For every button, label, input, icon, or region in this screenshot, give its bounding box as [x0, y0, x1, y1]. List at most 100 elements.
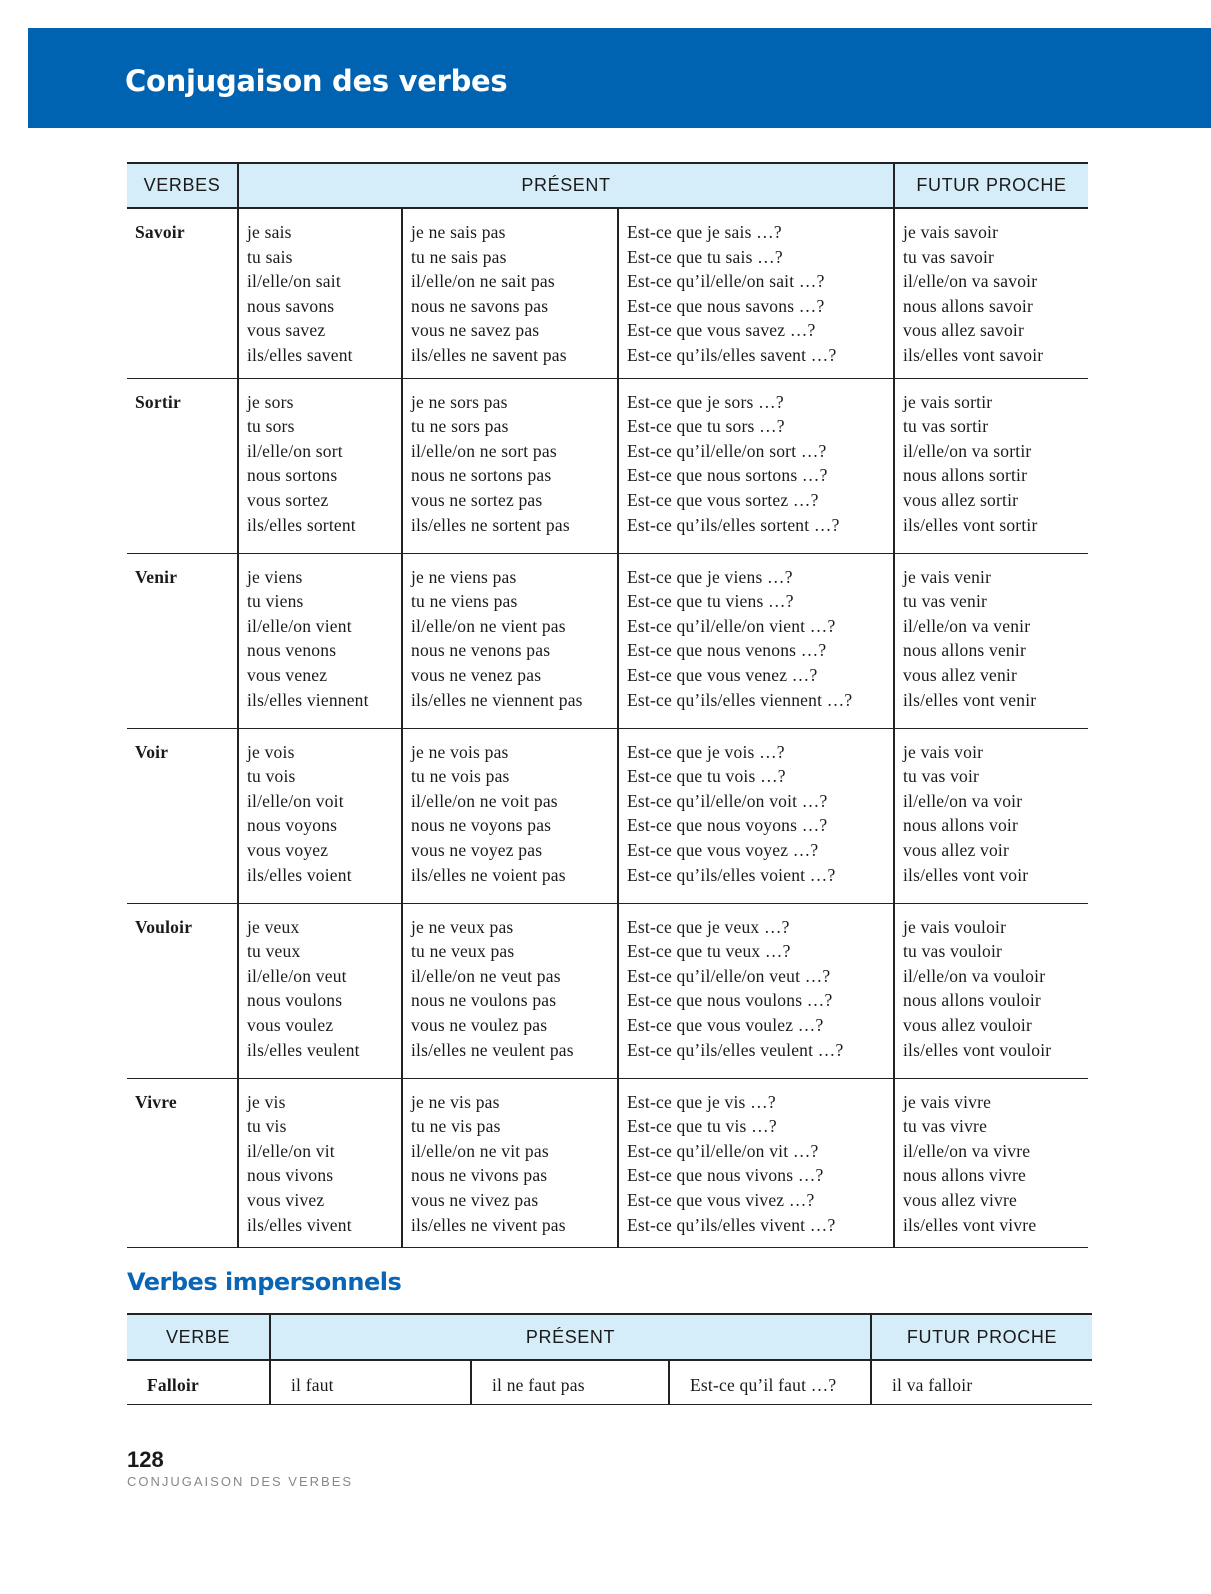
conjugation-line: tu ne viens pas [411, 591, 518, 612]
conjugation-line: il/elle/on va vivre [903, 1140, 1031, 1161]
footer-section-title: CONJUGAISON DES VERBES [127, 1474, 354, 1489]
conjugation-line: vous ne voyez pas [411, 839, 543, 860]
conjugation-line: tu ne vois pas [411, 766, 510, 787]
conjugation-line: Est-ce qu’ils/elles savent …? [627, 344, 837, 365]
conjugation-line: ils/elles viennent [247, 689, 369, 710]
table-row: Falloir il faut il ne faut pas Est-ce qu… [127, 1360, 1092, 1405]
present-question: Est-ce qu’il faut …? [668, 1360, 871, 1405]
conjugation-line: ils/elles vont sortir [903, 514, 1038, 535]
conjugation-line: Est-ce qu’ils/elles sortent …? [627, 514, 840, 535]
present-affirmative: je vois tu vois il/elle/on voit nous voyons… [237, 728, 402, 904]
conjugation-line: nous venons [247, 640, 337, 661]
conjugation-line: Est-ce que tu veux …? [627, 941, 791, 962]
conjugation-line: Est-ce qu’ils/elles voient …? [627, 864, 836, 885]
conjugation-line: Est-ce que vous savez …? [627, 320, 816, 341]
conjugation-line: nous ne savons pas [411, 295, 549, 316]
conjugation-line: je ne viens pas [411, 566, 517, 587]
present-question: Est-ce que je sais …? Est-ce que tu sais … [617, 208, 894, 379]
futur-proche: je vais sortir tu vas sortir il/elle/on va… [893, 378, 1088, 554]
conjugation-line: nous allons sortir [903, 465, 1028, 486]
conjugation-line: Est-ce que je vis …? [627, 1091, 776, 1112]
conjugation-line: ils/elles ne voient pas [411, 864, 566, 885]
present-affirmative: je sors tu sors il/elle/on sort nous sorton… [237, 378, 402, 554]
conjugation-line: Est-ce que tu vois …? [627, 766, 786, 787]
conjugation-line: Est-ce que je sais …? [627, 222, 782, 242]
conjugation-line: je vais vouloir [903, 916, 1007, 937]
conjugation-line: je ne veux pas [411, 916, 514, 937]
conjugation-line: vous sortez [247, 489, 329, 510]
conjugation-line: vous vivez [247, 1189, 325, 1210]
conjugation-line: vous voyez [247, 839, 329, 860]
conjugation-line: tu vas savoir [903, 246, 995, 267]
conjugation-line: Est-ce que vous voulez …? [627, 1014, 824, 1035]
conjugation-line: il/elle/on ne vit pas [411, 1140, 549, 1161]
conjugation-line: ils/elles vont venir [903, 689, 1037, 710]
table-row: Vivre je vis tu vis il/elle/on vit nous vivo… [127, 1078, 1088, 1249]
futur-proche: je vais voir tu vas voir il/elle/on va voi… [893, 728, 1088, 904]
conjugation-line: Est-ce que nous venons …? [627, 640, 827, 661]
conjugation-line: Est-ce qu’il/elle/on vit …? [627, 1140, 819, 1161]
conjugation-line: Est-ce que je sors …? [627, 391, 784, 412]
conjugation-line: tu veux [247, 941, 301, 962]
futur-proche: je vais vivre tu vas vivre il/elle/on va v… [893, 1078, 1088, 1249]
section-heading: Verbes impersonnels [127, 1268, 402, 1296]
conjugation-line: Est-ce que nous sortons …? [627, 465, 828, 486]
verb-name: Falloir [127, 1360, 270, 1405]
conjugation-line: il/elle/on sait [247, 271, 341, 292]
conjugation-line: Est-ce que tu sors …? [627, 416, 785, 437]
conjugation-line: tu viens [247, 591, 304, 612]
table-row: Voir je vois tu vois il/elle/on voit nous vo… [127, 728, 1088, 904]
conjugation-line: ils/elles ne sortent pas [411, 514, 570, 535]
conjugation-line: nous ne voyons pas [411, 815, 552, 836]
conjugation-line: vous allez venir [903, 664, 1017, 685]
conjugation-line: je vis [247, 1091, 286, 1112]
conjugation-line: Est-ce qu’il/elle/on sait …? [627, 271, 825, 292]
conjugation-line: Est-ce que vous venez …? [627, 664, 818, 685]
verb-name: Savoir [127, 208, 238, 379]
conjugation-line: nous sortons [247, 465, 338, 486]
table-header-row: VERBES PRÉSENT FUTUR PROCHE [127, 162, 1088, 209]
conjugation-line: je ne vois pas [411, 741, 509, 762]
conjugation-line: tu ne vis pas [411, 1116, 501, 1137]
verb-name: Venir [127, 553, 238, 729]
conjugation-line: il/elle/on va sortir [903, 440, 1032, 461]
present-affirmative: je veux tu veux il/elle/on veut nous voulon… [237, 903, 402, 1079]
conjugation-line: il/elle/on ne veut pas [411, 965, 561, 986]
impersonal-verbs-table: VERBE PRÉSENT FUTUR PROCHE Falloir il fa… [127, 1313, 1092, 1405]
conjugation-line: il/elle/on voit [247, 790, 344, 811]
conjugation-line: nous ne voulons pas [411, 990, 557, 1011]
present-negative: il ne faut pas [470, 1360, 669, 1405]
conjugation-line: vous ne venez pas [411, 664, 542, 685]
conjugation-line: il/elle/on veut [247, 965, 347, 986]
present-affirmative: je sais tu sais il/elle/on sait nous savons… [237, 208, 402, 379]
conjugation-line: tu vas sortir [903, 416, 989, 437]
present-negative: je ne vois pas tu ne vois pas il/elle/on n… [401, 728, 618, 904]
conjugation-line: il/elle/on va venir [903, 615, 1031, 636]
conjugation-line: il/elle/on vient [247, 615, 352, 636]
conjugation-line: tu vas vouloir [903, 941, 1003, 962]
page-title: Conjugaison des verbes [125, 64, 508, 98]
conjugation-line: vous allez voir [903, 839, 1010, 860]
conjugation-line: il/elle/on vit [247, 1140, 335, 1161]
conjugation-line: Est-ce que nous voyons …? [627, 815, 828, 836]
present-affirmative: il faut [269, 1360, 471, 1405]
conjugation-line: Est-ce qu’il/elle/on sort …? [627, 440, 827, 461]
table-row: Savoir je sais tu sais il/elle/on sait nous … [127, 208, 1088, 379]
conjugation-line: ils/elles sortent [247, 514, 356, 535]
conjugation-line: Est-ce que je veux …? [627, 916, 790, 937]
header-present: PRÉSENT [237, 162, 894, 209]
verb-name: Vouloir [127, 903, 238, 1079]
conjugation-line: Est-ce qu’il/elle/on veut …? [627, 965, 831, 986]
conjugation-line: nous voyons [247, 815, 338, 836]
conjugation-line: nous allons voir [903, 815, 1019, 836]
conjugation-line: vous allez sortir [903, 489, 1019, 510]
conjugation-line: je sors [247, 391, 294, 412]
conjugation-line: ils/elles ne veulent pas [411, 1039, 574, 1060]
conjugation-line: Est-ce que tu viens …? [627, 591, 794, 612]
conjugation-line: Est-ce que vous vivez …? [627, 1189, 815, 1210]
verb-name: Voir [127, 728, 238, 904]
header-verbs: VERBES [127, 162, 238, 209]
conjugation-line: vous allez vivre [903, 1189, 1017, 1210]
present-negative: je ne sors pas tu ne sors pas il/elle/on n… [401, 378, 618, 554]
header-verb: VERBE [127, 1313, 270, 1361]
